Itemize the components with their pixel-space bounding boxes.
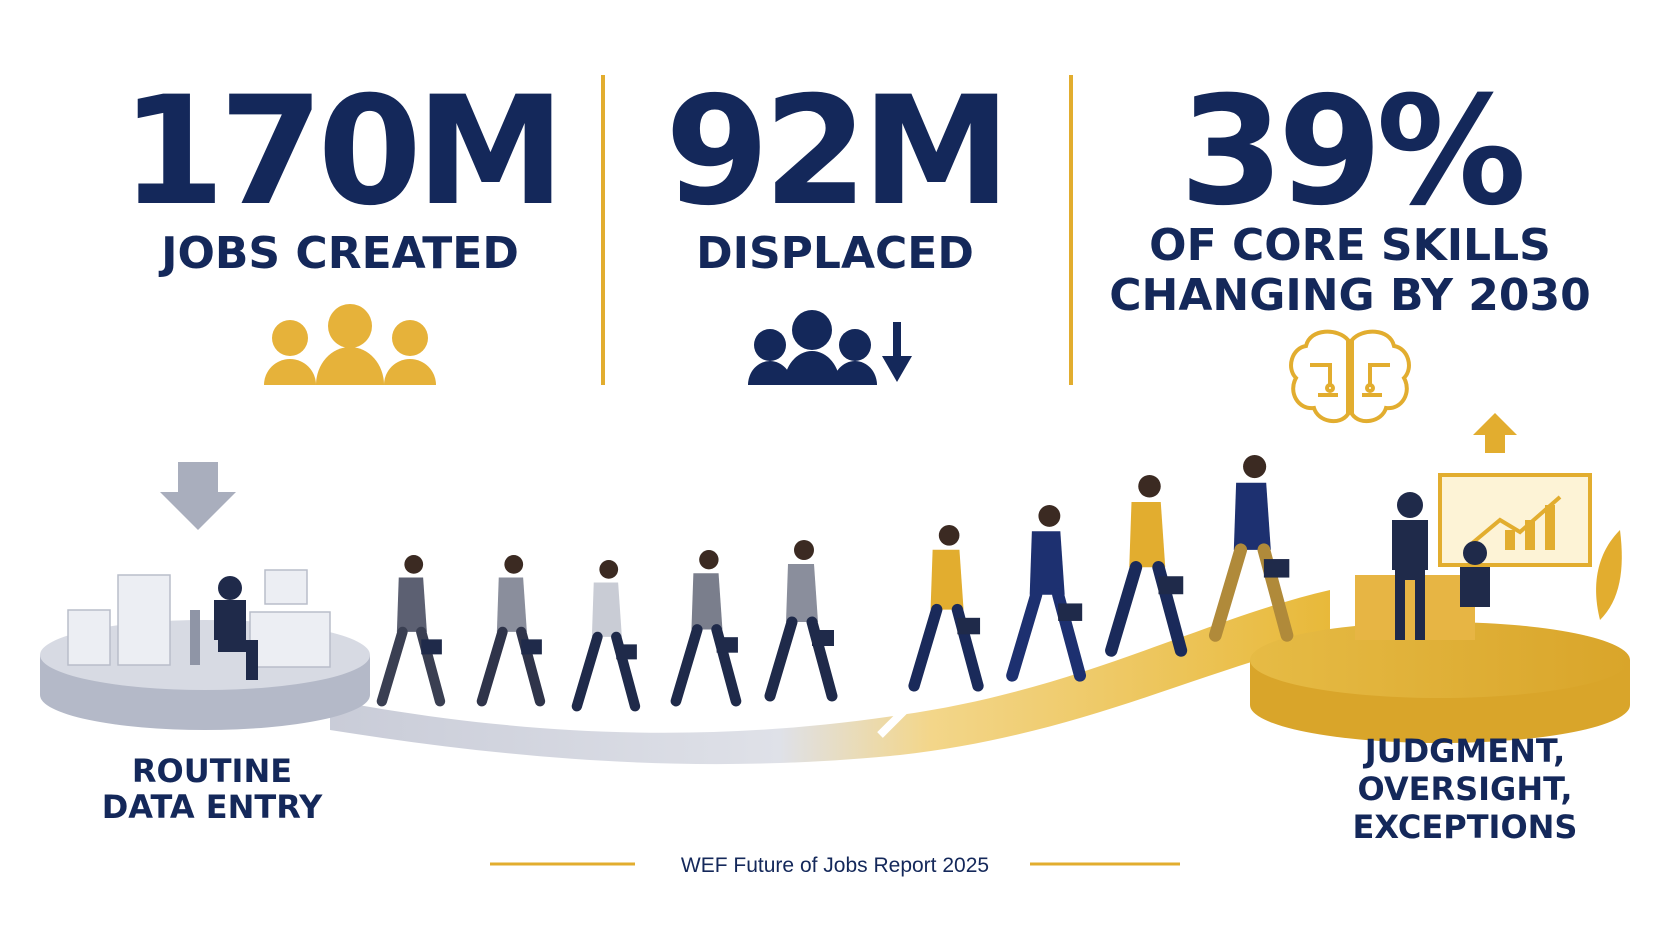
- walker-part: [1058, 603, 1083, 621]
- from-label: ROUTINE: [132, 752, 292, 790]
- walker-part: [404, 555, 424, 574]
- walker-part: [521, 639, 542, 655]
- walker-part: [1158, 576, 1184, 595]
- walker-part: [930, 549, 964, 610]
- walker-part: [1029, 531, 1065, 595]
- walker-part: [1038, 505, 1061, 527]
- people-icon: [264, 304, 436, 385]
- walker-part: [1129, 502, 1166, 568]
- walker-part: [1208, 543, 1248, 642]
- walker-part: [812, 630, 834, 646]
- stat-value: 39%: [1179, 65, 1522, 239]
- walker-part: [591, 582, 622, 637]
- stat-label: CHANGING BY 2030: [1109, 270, 1591, 321]
- to-label: JUDGMENT,: [1363, 732, 1566, 770]
- displaced-icon: [748, 310, 912, 385]
- walker-part: [599, 560, 619, 579]
- walker-part: [794, 540, 814, 560]
- to-label: OVERSIGHT,: [1357, 770, 1572, 808]
- walker-part: [476, 626, 508, 707]
- walker-part: [938, 525, 960, 546]
- walker-part: [908, 603, 943, 692]
- walker-part: [616, 644, 637, 660]
- stat-value: 92M: [665, 65, 1005, 239]
- walker-part: [1105, 561, 1143, 657]
- walker-part: [496, 577, 527, 632]
- right-platform: [1250, 413, 1630, 743]
- walker-part: [957, 617, 981, 635]
- brain-icon: [1289, 329, 1411, 424]
- to-label: EXCEPTIONS: [1353, 808, 1578, 846]
- walker-part: [691, 573, 723, 630]
- walker-part: [716, 637, 738, 653]
- path-ribbon: [330, 590, 1330, 765]
- source: WEF Future of Jobs Report 2025: [681, 854, 989, 877]
- stat-label: OF CORE SKILLS: [1149, 220, 1551, 271]
- walker-part: [1233, 482, 1271, 550]
- walker-part: [504, 555, 524, 574]
- walker-part: [764, 616, 798, 702]
- walker-part: [1138, 475, 1161, 498]
- walker-part: [786, 564, 818, 622]
- walker-part: [1243, 455, 1267, 479]
- ribbon-arrow: [877, 665, 921, 738]
- walker-part: [421, 639, 442, 655]
- stat-label: JOBS CREATED: [158, 228, 519, 279]
- walker-part: [1263, 559, 1290, 578]
- walker-part: [699, 550, 719, 570]
- left-platform: [40, 462, 370, 730]
- stat-value: 170M: [121, 65, 559, 239]
- stat-label: DISPLACED: [696, 228, 974, 279]
- walker-part: [670, 624, 703, 707]
- from-label: DATA ENTRY: [102, 788, 323, 826]
- walker-part: [1006, 588, 1043, 682]
- walkers: [376, 455, 1294, 712]
- walker-part: [571, 631, 603, 712]
- walker-part: [396, 577, 427, 632]
- walker-part: [376, 626, 408, 707]
